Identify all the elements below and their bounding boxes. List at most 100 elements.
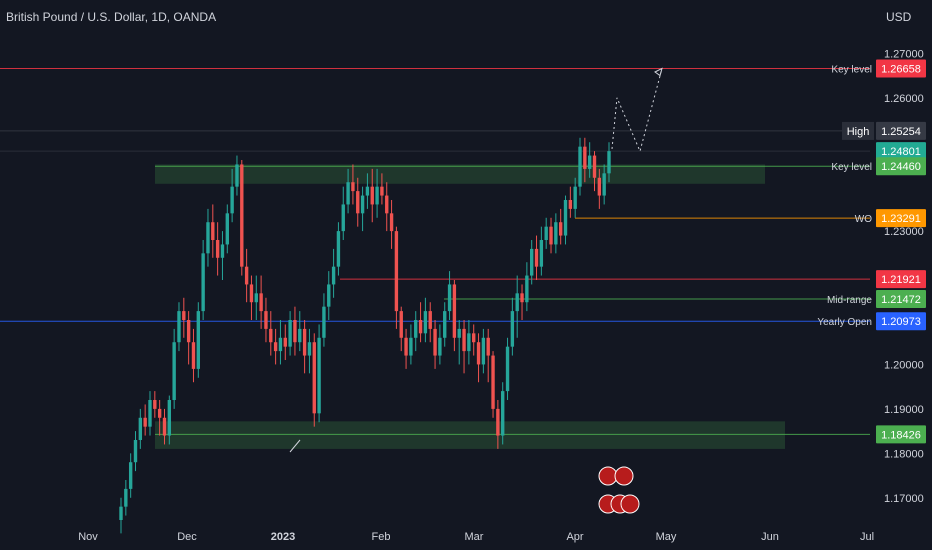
candle-body <box>196 311 200 369</box>
candle-body <box>225 213 229 245</box>
projection-path <box>611 68 663 153</box>
candle-body <box>148 400 152 427</box>
price-tag <box>876 312 926 331</box>
price-tag-value: 1.25254 <box>881 126 921 138</box>
y-tick-label: 1.19000 <box>884 404 924 416</box>
candle-body <box>322 306 326 338</box>
candle-body <box>573 186 577 209</box>
x-tick-label: Jul <box>860 531 874 543</box>
candle-body <box>515 293 519 312</box>
candle-body <box>510 311 515 347</box>
x-tick-label: Feb <box>372 531 391 543</box>
candle-body <box>138 417 143 440</box>
x-tick-label: Dec <box>177 531 197 543</box>
candle-body <box>428 311 432 329</box>
candle-body <box>443 311 447 338</box>
candle-body <box>365 186 370 196</box>
x-tick-label: 2023 <box>271 531 295 543</box>
candle-body <box>399 311 403 338</box>
candle-body <box>162 417 167 436</box>
candle-body <box>583 146 587 169</box>
candle-body <box>307 342 312 356</box>
event-flag-gb <box>598 466 618 486</box>
price-tag-value: 1.18426 <box>881 429 921 441</box>
event-flag-gb <box>614 466 634 486</box>
candle-body <box>587 155 592 169</box>
candle-body <box>491 355 495 409</box>
candle-body <box>607 151 611 174</box>
candle-body <box>433 328 437 356</box>
candle-body <box>418 320 423 334</box>
candle-body <box>312 342 316 414</box>
candle-body <box>597 177 602 196</box>
price-tag <box>876 209 926 228</box>
symbol-title: British Pound / U.S. Dollar, 1D, OANDA <box>6 10 217 24</box>
candle-body <box>486 337 490 356</box>
candle-body <box>220 244 225 258</box>
candle-body <box>414 320 418 338</box>
price-tag <box>876 157 926 176</box>
candle-body <box>157 408 162 418</box>
candle-body <box>264 311 268 329</box>
candle-body <box>558 222 563 236</box>
y-tick-label: 1.20000 <box>884 359 924 371</box>
price-tag <box>876 425 926 444</box>
candle-body <box>143 417 147 427</box>
candle-body <box>530 248 534 276</box>
candle-body <box>452 284 457 338</box>
candle-body <box>496 408 500 436</box>
price-tag-value: 1.24801 <box>881 146 921 158</box>
candle-body <box>254 293 258 303</box>
candle-body <box>191 342 196 369</box>
candle-body <box>124 488 128 507</box>
candle-body <box>447 284 452 312</box>
candle-body <box>394 231 399 312</box>
candle-body <box>172 342 176 400</box>
candle-body <box>525 275 529 303</box>
level-label: Yearly Open <box>817 317 872 328</box>
candle-body <box>230 186 234 214</box>
candle-body <box>235 164 239 187</box>
candle-body <box>182 311 186 320</box>
candle-body <box>293 320 297 343</box>
x-tick-label: Jun <box>761 531 779 543</box>
level-label: Mid-range <box>827 295 872 306</box>
candle-body <box>327 284 331 307</box>
candle-body <box>549 226 553 245</box>
candle-body <box>457 328 461 338</box>
candle-body <box>520 293 524 303</box>
candle-body <box>462 328 466 352</box>
x-tick-label: May <box>656 531 677 543</box>
currency-label[interactable]: USD <box>886 10 912 24</box>
candle-body <box>592 155 597 178</box>
candle-body <box>544 226 548 240</box>
candle-body <box>563 200 568 236</box>
candle-body <box>249 284 254 303</box>
candle-body <box>211 222 215 240</box>
y-tick-label: 1.17000 <box>884 493 924 505</box>
candle-body <box>380 186 384 196</box>
level-label: Key level <box>831 65 872 76</box>
candle-body <box>240 164 244 267</box>
candle-body <box>269 328 273 343</box>
candle-body <box>215 240 220 258</box>
candle-body <box>341 204 345 232</box>
y-tick-label: 1.26000 <box>884 93 924 105</box>
price-tag-value: 1.24460 <box>881 161 921 173</box>
candle-body <box>472 333 476 343</box>
candle-body <box>186 320 191 343</box>
resistance-zone <box>155 164 765 184</box>
y-tick-label: 1.27000 <box>884 48 924 60</box>
candle-body <box>273 342 278 352</box>
candle-body <box>153 400 157 409</box>
candle-body <box>302 328 307 356</box>
x-tick-label: Apr <box>566 531 583 543</box>
candle-body <box>370 186 374 205</box>
candle-body <box>385 195 389 214</box>
level-label: WO <box>855 214 872 225</box>
candle-body <box>467 333 471 352</box>
candle-body <box>578 146 582 187</box>
candle-body <box>438 337 442 356</box>
candle-body <box>336 231 341 267</box>
